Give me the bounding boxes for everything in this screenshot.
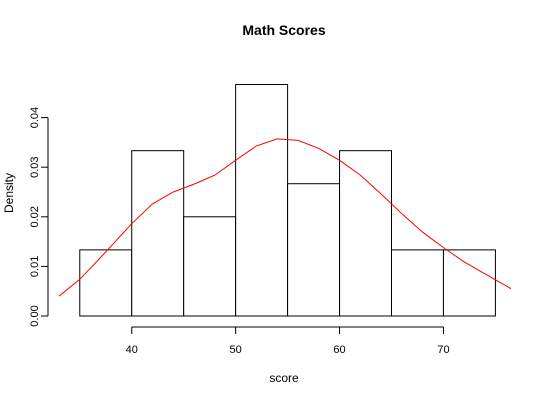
x-tick-label: 50 [230, 344, 242, 356]
histogram-bar-65-70 [391, 249, 444, 317]
chart-title: Math Scores [242, 22, 325, 38]
histogram-bar-40-45 [131, 150, 185, 317]
x-axis-label: score [269, 371, 299, 385]
histogram-bar-70-75 [442, 249, 496, 317]
y-axis-label: Density [2, 173, 16, 213]
histogram-bars [79, 84, 496, 317]
y-tick-label: 0.04 [29, 107, 41, 128]
y-tick-label: 0.01 [29, 256, 41, 277]
x-tick-label: 40 [126, 344, 138, 356]
x-tick-label: 60 [333, 344, 345, 356]
y-tick-label: 0.00 [29, 305, 41, 326]
y-tick-label: 0.02 [29, 206, 41, 227]
histogram-bar-55-60 [287, 183, 341, 317]
histogram-bar-60-65 [339, 150, 393, 317]
y-axis: 0.00 0.01 0.02 0.03 0.04 [29, 107, 49, 327]
y-tick-label: 0.03 [29, 156, 41, 177]
histogram-bar-50-55 [235, 84, 289, 317]
histogram-bar-35-40 [79, 249, 133, 317]
density-curve [58, 138, 512, 297]
x-axis: 40 50 60 70 [126, 326, 450, 356]
density-curve-group [58, 138, 512, 297]
histogram-bar-45-50 [183, 216, 237, 317]
x-tick-label: 70 [437, 344, 449, 356]
